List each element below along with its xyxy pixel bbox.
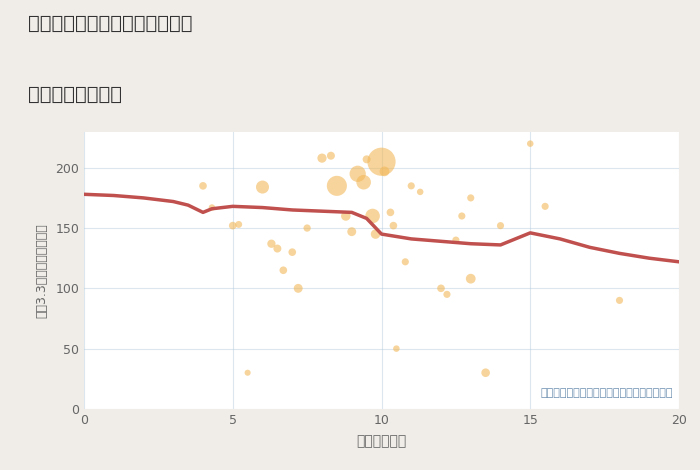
Point [376, 158, 387, 165]
Text: 駅距離別土地価格: 駅距離別土地価格 [28, 85, 122, 103]
Point [206, 204, 218, 212]
Point [465, 275, 476, 282]
Point [227, 222, 238, 229]
Point [525, 140, 536, 148]
Point [450, 236, 461, 244]
Point [367, 212, 378, 220]
Point [340, 212, 351, 220]
Point [266, 240, 277, 248]
Text: 神奈川県川崎市中原区上平間の: 神奈川県川崎市中原区上平間の [28, 14, 192, 33]
Point [465, 194, 476, 202]
Point [272, 245, 283, 252]
Text: 円の大きさは、取引のあった物件面積を示す: 円の大きさは、取引のあった物件面積を示す [540, 388, 673, 398]
Point [346, 228, 357, 235]
Point [361, 156, 372, 163]
Point [370, 230, 381, 238]
Point [242, 369, 253, 376]
Point [441, 290, 452, 298]
Point [233, 221, 244, 228]
Point [435, 284, 447, 292]
Point [388, 222, 399, 229]
Point [331, 182, 342, 189]
Point [379, 168, 390, 175]
Point [326, 152, 337, 159]
Y-axis label: 坪（3.3㎡）単価（万円）: 坪（3.3㎡）単価（万円） [35, 223, 48, 318]
Point [293, 284, 304, 292]
Point [614, 297, 625, 304]
Point [316, 154, 328, 162]
X-axis label: 駅距離（分）: 駅距離（分） [356, 434, 407, 448]
Point [400, 258, 411, 266]
Point [406, 182, 417, 189]
Point [302, 224, 313, 232]
Point [352, 170, 363, 178]
Point [456, 212, 468, 220]
Point [287, 249, 298, 256]
Point [391, 345, 402, 352]
Point [480, 369, 491, 376]
Point [197, 182, 209, 189]
Point [278, 266, 289, 274]
Point [414, 188, 426, 196]
Point [358, 179, 370, 186]
Point [257, 183, 268, 191]
Point [385, 209, 396, 216]
Point [495, 222, 506, 229]
Point [540, 203, 551, 210]
